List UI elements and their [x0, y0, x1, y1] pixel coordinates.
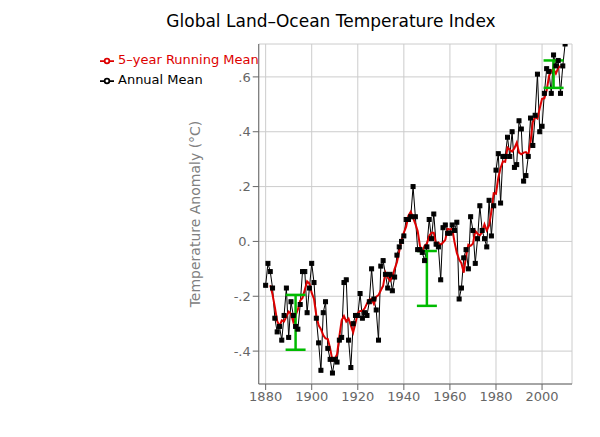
svg-text:1900: 1900 — [295, 389, 328, 404]
svg-text:1920: 1920 — [341, 389, 374, 404]
html-text:Annual Mean: Annual Mean — [118, 72, 203, 87]
svg-text:.2: .2 — [238, 179, 250, 194]
svg-text:0.: 0. — [238, 234, 250, 249]
svg-text:1960: 1960 — [433, 389, 466, 404]
html-text:5–year Running Mean: 5–year Running Mean — [118, 52, 259, 67]
svg-text:2000: 2000 — [526, 389, 559, 404]
html-text:Global Land–Ocean Temperature: Global Land–Ocean Temperature Index — [166, 11, 496, 31]
svg-text:Temperature Anomaly (°C): Temperature Anomaly (°C) — [187, 121, 203, 309]
svg-text:-.4: -.4 — [234, 344, 251, 359]
svg-text:-.2: -.2 — [234, 289, 251, 304]
svg-text:1880: 1880 — [249, 389, 282, 404]
svg-text:.4: .4 — [238, 124, 250, 139]
svg-text:.6: .6 — [238, 70, 250, 85]
svg-text:1980: 1980 — [479, 389, 512, 404]
svg-text:1940: 1940 — [387, 389, 420, 404]
